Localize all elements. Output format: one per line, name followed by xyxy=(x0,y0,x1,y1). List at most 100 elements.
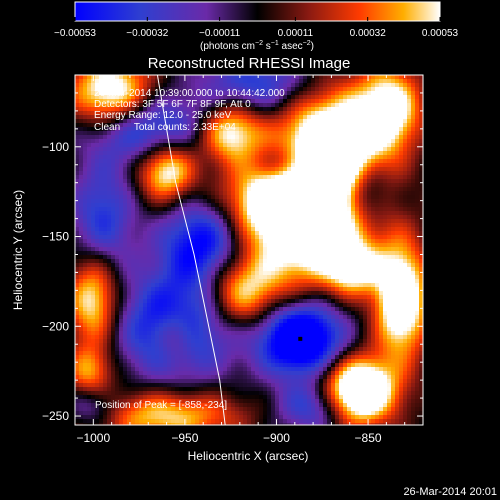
heatmap-cell xyxy=(335,247,340,252)
heatmap-cell xyxy=(123,227,128,232)
heatmap-cell xyxy=(267,191,272,196)
heatmap-cell xyxy=(235,139,240,144)
heatmap-cell xyxy=(299,291,304,296)
heatmap-cell xyxy=(379,107,384,112)
heatmap-cell xyxy=(167,111,172,116)
heatmap-cell xyxy=(375,271,380,276)
heatmap-cell xyxy=(239,135,244,140)
heatmap-cell xyxy=(207,203,212,208)
heatmap-cell xyxy=(99,287,104,292)
heatmap-cell xyxy=(199,183,204,188)
heatmap-cell xyxy=(275,135,280,140)
heatmap-cell xyxy=(151,123,156,128)
heatmap-cell xyxy=(171,207,176,212)
heatmap-cell xyxy=(351,95,356,100)
heatmap-cell xyxy=(351,119,356,124)
heatmap-cell xyxy=(407,271,412,276)
heatmap-cell xyxy=(363,191,368,196)
heatmap-cell xyxy=(415,111,420,116)
heatmap-cell xyxy=(399,199,404,204)
heatmap-cell xyxy=(131,111,136,116)
heatmap-cell xyxy=(211,115,216,120)
heatmap-cell xyxy=(331,163,336,168)
heatmap-cell xyxy=(75,107,80,112)
heatmap-cell xyxy=(199,95,204,100)
heatmap-cell xyxy=(407,215,412,220)
heatmap-cell xyxy=(319,215,324,220)
heatmap-cell xyxy=(115,199,120,204)
heatmap-cell xyxy=(395,215,400,220)
heatmap-cell xyxy=(267,107,272,112)
heatmap-cell xyxy=(151,147,156,152)
heatmap-cell xyxy=(295,219,300,224)
heatmap-cell xyxy=(187,231,192,236)
heatmap-cell xyxy=(399,159,404,164)
heatmap-cell xyxy=(227,195,232,200)
heatmap-cell xyxy=(171,235,176,240)
heatmap-cell xyxy=(203,295,208,300)
heatmap-cell xyxy=(87,263,92,268)
heatmap-cell xyxy=(135,271,140,276)
heatmap-cell xyxy=(395,151,400,156)
heatmap-cell xyxy=(223,111,228,116)
heatmap-cell xyxy=(223,163,228,168)
heatmap-cell xyxy=(315,279,320,284)
heatmap-cell xyxy=(295,79,300,84)
heatmap-cell xyxy=(359,139,364,144)
heatmap-cell xyxy=(203,267,208,272)
heatmap-cell xyxy=(355,99,360,104)
heatmap-cell xyxy=(115,175,120,180)
heatmap-cell xyxy=(371,199,376,204)
heatmap-cell xyxy=(87,139,92,144)
heatmap-cell xyxy=(211,227,216,232)
heatmap-cell xyxy=(139,99,144,104)
heatmap-cell xyxy=(419,115,423,120)
heatmap-cell xyxy=(175,155,180,160)
heatmap-cell xyxy=(191,99,196,104)
heatmap-cell xyxy=(311,199,316,204)
heatmap-cell xyxy=(239,123,244,128)
heatmap-cell xyxy=(227,243,232,248)
heatmap-cell xyxy=(343,271,348,276)
heatmap-cell xyxy=(231,243,236,248)
heatmap-cell xyxy=(371,139,376,144)
heatmap-cell xyxy=(323,255,328,260)
heatmap-cell xyxy=(327,279,332,284)
heatmap-cell xyxy=(295,271,300,276)
heatmap-cell xyxy=(259,99,264,104)
heatmap-cell xyxy=(259,287,264,292)
heatmap-cell xyxy=(243,263,248,268)
heatmap-cell xyxy=(311,155,316,160)
heatmap-cell xyxy=(211,123,216,128)
heatmap-cell xyxy=(323,79,328,84)
heatmap-cell xyxy=(331,215,336,220)
heatmap-cell xyxy=(331,195,336,200)
heatmap-cell xyxy=(391,159,396,164)
heatmap-cell xyxy=(251,151,256,156)
heatmap-cell xyxy=(87,143,92,148)
heatmap-cell xyxy=(351,99,356,104)
heatmap-cell xyxy=(279,83,284,88)
heatmap-cell xyxy=(107,147,112,152)
colorbar: −0.00053 −0.00032 −0.00011 0.00011 0.00032 0.… xyxy=(54,1,459,52)
heatmap-cell xyxy=(131,159,136,164)
heatmap-cell xyxy=(95,115,100,120)
heatmap-cell xyxy=(147,195,152,200)
heatmap-cell xyxy=(303,183,308,188)
heatmap-cell xyxy=(83,91,88,96)
heatmap-cell xyxy=(255,135,260,140)
heatmap-cell xyxy=(295,195,300,200)
heatmap-cell xyxy=(75,255,80,260)
heatmap-cell xyxy=(311,127,316,132)
heatmap-cell xyxy=(275,275,280,280)
heatmap-cell xyxy=(187,239,192,244)
heatmap-cell xyxy=(199,291,204,296)
heatmap-cell xyxy=(375,239,380,244)
heatmap-cell xyxy=(79,271,84,276)
heatmap-cell xyxy=(135,291,140,296)
heatmap-cell xyxy=(131,131,136,136)
heatmap-cell xyxy=(339,135,344,140)
heatmap-cell xyxy=(143,259,148,264)
heatmap-cell xyxy=(379,131,384,136)
heatmap-cell xyxy=(171,259,176,264)
